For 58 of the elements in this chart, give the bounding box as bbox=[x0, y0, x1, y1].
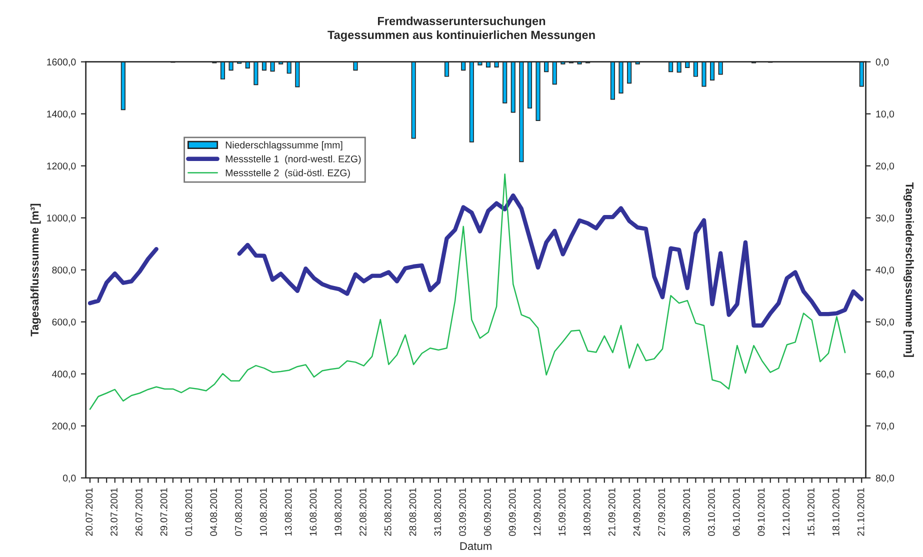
x-tick-label: 07.08.2001 bbox=[235, 488, 242, 536]
y2-axis-title: Tagesniederschlagssumme [mm] bbox=[903, 182, 914, 357]
x-tick-label: 30.09.2001 bbox=[683, 488, 690, 536]
y2-tick-label: 50,0 bbox=[876, 318, 894, 327]
x-tick-label: 15.10.2001 bbox=[808, 488, 814, 536]
x-tick-label: 24.09.2001 bbox=[633, 488, 640, 536]
x-tick-label: 12.09.2001 bbox=[534, 488, 541, 536]
x-tick-label: 21.09.2001 bbox=[608, 488, 616, 536]
x-tick-label: 29.07.2001 bbox=[160, 488, 168, 536]
x-tick-label: 22.08.2001 bbox=[360, 488, 366, 536]
x-tick-label: 01.08.2001 bbox=[185, 488, 192, 536]
y2-tick-label: 10,0 bbox=[876, 110, 894, 119]
chart-subtitle: Tagessummen aus kontinuierlichen Messungen bbox=[328, 30, 595, 42]
x-tick-label: 25.08.2001 bbox=[384, 488, 392, 536]
x-tick-label: 12.10.2001 bbox=[782, 488, 790, 536]
x-tick-label: 10.08.2001 bbox=[260, 488, 267, 536]
y2-tick-label: 0,0 bbox=[876, 58, 889, 67]
y-tick-label: 0,0 bbox=[62, 474, 76, 483]
y-tick-label: 800,0 bbox=[52, 266, 76, 275]
legend-label: Niederschlagssumme [mm] bbox=[226, 141, 342, 150]
y2-tick-label: 70,0 bbox=[876, 422, 894, 431]
x-tick-label: 18.10.2001 bbox=[832, 488, 840, 536]
x-axis-title: Datum bbox=[460, 542, 492, 550]
y-tick-label: 1600,0 bbox=[47, 58, 76, 67]
x-tick-label: 31.08.2001 bbox=[434, 488, 442, 536]
legend-label: Messstelle 2 (süd-östl. EZG) bbox=[226, 169, 350, 178]
x-tick-label: 04.08.2001 bbox=[210, 488, 218, 536]
y-tick-label: 400,0 bbox=[52, 370, 76, 379]
x-tick-label: 06.10.2001 bbox=[732, 488, 740, 536]
x-tick-label: 09.10.2001 bbox=[758, 488, 765, 536]
x-tick-label: 09.09.2001 bbox=[508, 488, 516, 536]
x-tick-label: 16.08.2001 bbox=[310, 488, 317, 536]
legend-label: Messstelle 1 (nord-westl. EZG) bbox=[226, 155, 361, 164]
x-tick-label: 23.07.2001 bbox=[110, 488, 118, 536]
x-tick-label: 18.09.2001 bbox=[584, 488, 590, 536]
y2-tick-label: 30,0 bbox=[876, 214, 894, 223]
chart-title: Fremdwasseruntersuchungen bbox=[378, 16, 546, 28]
x-tick-label: 27.09.2001 bbox=[658, 488, 666, 536]
y-tick-label: 600,0 bbox=[52, 318, 76, 327]
x-tick-label: 20.07.2001 bbox=[86, 488, 93, 536]
y2-tick-label: 80,0 bbox=[876, 474, 894, 483]
y-tick-label: 200,0 bbox=[52, 422, 76, 431]
x-tick-label: 15.09.2001 bbox=[558, 488, 566, 536]
y-axis-title: Tagesabflusssumme [m³] bbox=[30, 204, 41, 336]
x-tick-label: 03.10.2001 bbox=[708, 488, 715, 536]
x-tick-label: 03.09.2001 bbox=[459, 488, 466, 536]
y2-tick-label: 20,0 bbox=[876, 162, 894, 171]
y2-tick-label: 60,0 bbox=[876, 370, 894, 379]
x-tick-label: 26.07.2001 bbox=[135, 488, 142, 536]
x-tick-label: 28.08.2001 bbox=[409, 488, 416, 536]
x-tick-label: 06.09.2001 bbox=[484, 488, 491, 536]
x-tick-label: 21.10.2001 bbox=[857, 488, 864, 536]
y2-tick-label: 40,0 bbox=[876, 266, 894, 275]
x-tick-label: 13.08.2001 bbox=[284, 488, 292, 536]
y-tick-label: 1000,0 bbox=[47, 214, 76, 223]
x-tick-label: 19.08.2001 bbox=[334, 488, 342, 536]
y-tick-label: 1200,0 bbox=[47, 162, 76, 171]
y-tick-label: 1400,0 bbox=[47, 110, 76, 119]
